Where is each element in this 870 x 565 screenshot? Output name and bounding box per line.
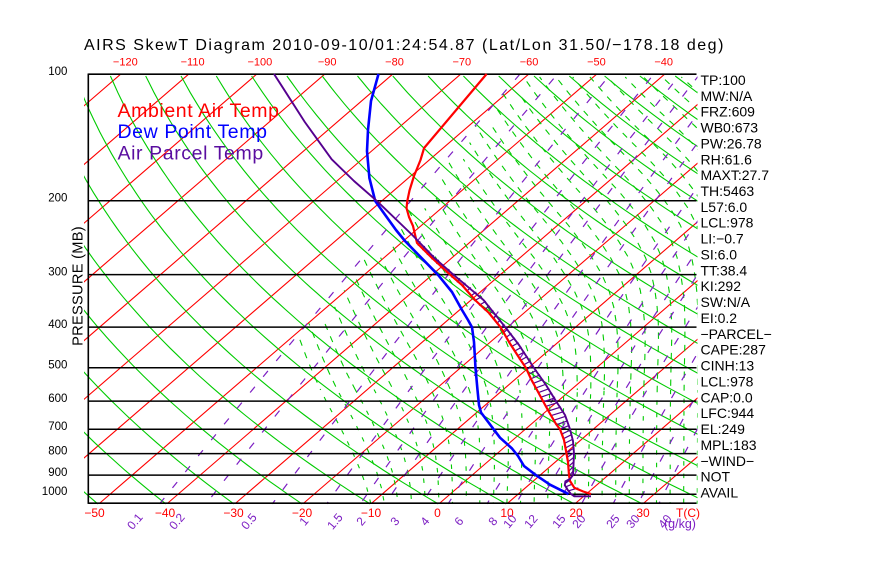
svg-text:−40: −40 — [155, 506, 176, 520]
svg-text:400: 400 — [48, 319, 67, 331]
svg-text:−70: −70 — [452, 57, 471, 69]
svg-text:500: 500 — [48, 360, 67, 372]
svg-text:−50: −50 — [84, 506, 105, 520]
svg-text:L57:6.0: L57:6.0 — [701, 199, 748, 215]
svg-text:CINH:13: CINH:13 — [701, 358, 755, 374]
svg-text:−110: −110 — [181, 57, 205, 69]
svg-text:FRZ:609: FRZ:609 — [701, 104, 756, 120]
svg-text:−WIND−: −WIND− — [701, 453, 755, 469]
svg-text:600: 600 — [48, 393, 67, 405]
svg-text:LFC:944: LFC:944 — [701, 405, 755, 421]
svg-text:−80: −80 — [385, 57, 404, 69]
svg-text:−90: −90 — [318, 57, 337, 69]
svg-text:NOT: NOT — [701, 469, 731, 485]
svg-text:RH:61.6: RH:61.6 — [701, 151, 753, 167]
svg-text:LI:−0.7: LI:−0.7 — [701, 231, 744, 247]
svg-text:PW:26.78: PW:26.78 — [701, 135, 762, 151]
svg-text:LCL:978: LCL:978 — [701, 373, 754, 389]
svg-text:800: 800 — [48, 445, 67, 457]
svg-text:MPL:183: MPL:183 — [701, 437, 757, 453]
svg-text:10: 10 — [500, 506, 514, 520]
svg-text:AIRS SkewT Diagram 2010-09-10/: AIRS SkewT Diagram 2010-09-10/01:24:54.8… — [84, 37, 725, 54]
svg-text:Dew Point Temp: Dew Point Temp — [118, 121, 268, 143]
svg-text:TP:100: TP:100 — [701, 72, 746, 88]
svg-text:AVAIL: AVAIL — [701, 485, 739, 501]
svg-text:Ambient Air Temp: Ambient Air Temp — [118, 100, 280, 122]
svg-text:900: 900 — [48, 467, 67, 479]
svg-text:CAP:0.0: CAP:0.0 — [701, 389, 753, 405]
svg-text:SI:6.0: SI:6.0 — [701, 246, 738, 262]
svg-text:700: 700 — [48, 421, 67, 433]
svg-text:T(C): T(C) — [676, 506, 700, 520]
svg-text:PRESSURE (MB): PRESSURE (MB) — [71, 226, 87, 346]
svg-text:TT:38.4: TT:38.4 — [701, 262, 748, 278]
svg-text:−10: −10 — [361, 506, 382, 520]
svg-text:−60: −60 — [520, 57, 539, 69]
svg-text:EI:0.2: EI:0.2 — [701, 310, 738, 326]
svg-text:100: 100 — [48, 66, 67, 78]
svg-text:MAXT:27.7: MAXT:27.7 — [701, 167, 770, 183]
svg-text:LCL:978: LCL:978 — [701, 215, 754, 231]
svg-text:200: 200 — [48, 192, 67, 204]
svg-text:−40: −40 — [654, 57, 673, 69]
svg-text:Air Parcel Temp: Air Parcel Temp — [118, 142, 264, 164]
svg-text:−30: −30 — [223, 506, 244, 520]
svg-text:30: 30 — [636, 506, 650, 520]
svg-text:KI:292: KI:292 — [701, 278, 742, 294]
svg-text:−50: −50 — [587, 57, 606, 69]
svg-text:−100: −100 — [248, 57, 273, 69]
svg-text:CAPE:287: CAPE:287 — [701, 342, 767, 358]
svg-text:1000: 1000 — [42, 486, 68, 498]
svg-text:20: 20 — [569, 506, 583, 520]
svg-text:WB0:673: WB0:673 — [701, 120, 759, 136]
svg-text:0: 0 — [434, 506, 441, 520]
svg-text:(g/kg): (g/kg) — [664, 517, 696, 531]
svg-text:−120: −120 — [113, 57, 138, 69]
svg-text:300: 300 — [48, 266, 67, 278]
svg-text:SW:N/A: SW:N/A — [701, 294, 751, 310]
svg-text:TH:5463: TH:5463 — [701, 183, 755, 199]
svg-text:MW:N/A: MW:N/A — [701, 88, 754, 104]
svg-text:EL:249: EL:249 — [701, 421, 746, 437]
svg-text:−20: −20 — [292, 506, 313, 520]
svg-text:−PARCEL−: −PARCEL− — [701, 326, 772, 342]
